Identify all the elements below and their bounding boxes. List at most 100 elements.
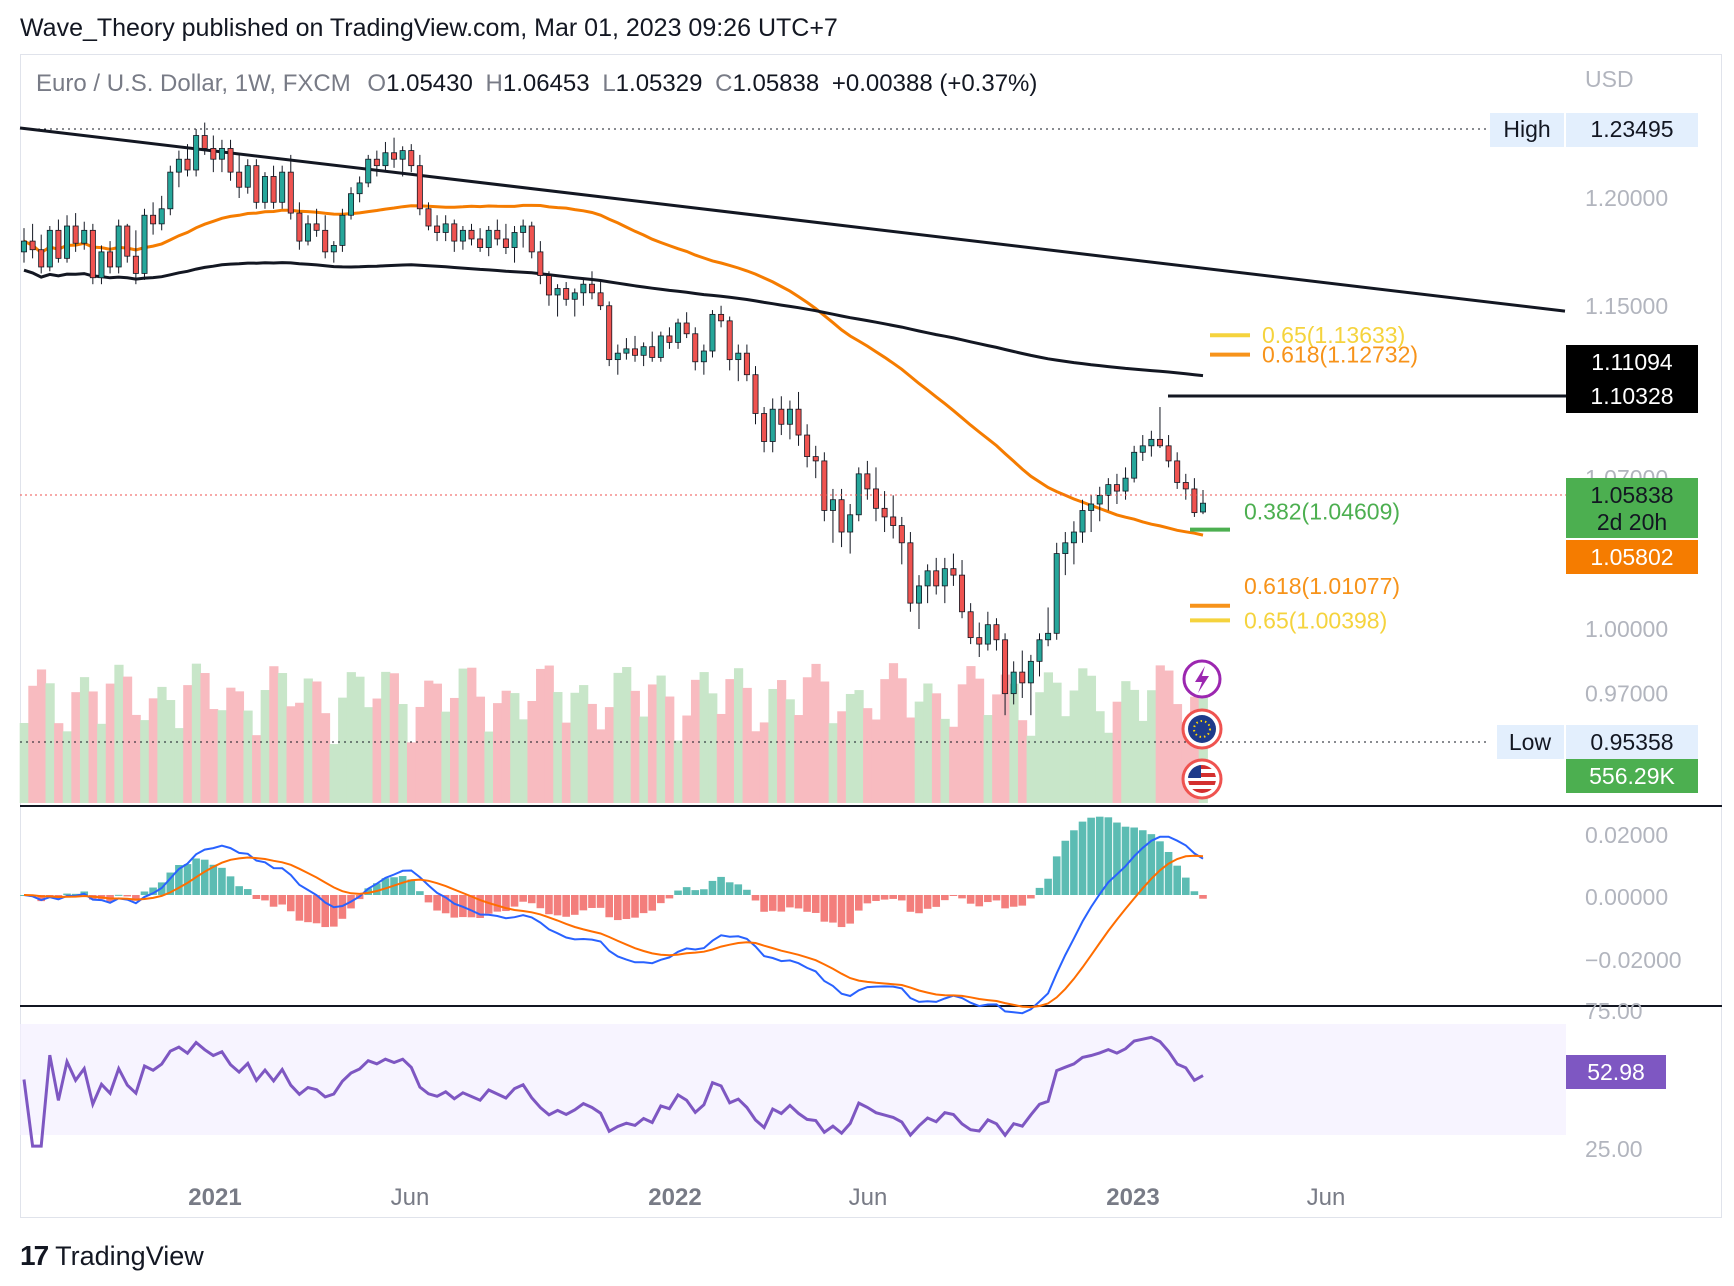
candle: [158, 195, 165, 231]
candle-body: [270, 176, 277, 203]
macd-hist-bar: [381, 878, 390, 895]
candle: [924, 564, 931, 604]
macd-hist-bar: [915, 895, 923, 914]
candle-body: [1113, 484, 1120, 492]
candle-body: [253, 165, 260, 203]
macd-hist-bar: [536, 895, 545, 909]
volume-bar: [880, 679, 890, 803]
high-tag-label-bg: [1490, 113, 1564, 147]
volume-bar: [923, 683, 933, 803]
candle-body: [201, 135, 208, 149]
candle: [786, 400, 793, 440]
macd-hist-bar: [648, 895, 657, 911]
candle-body: [210, 148, 217, 160]
volume-bar: [957, 684, 967, 803]
candle-body: [1148, 438, 1155, 447]
candle: [175, 150, 182, 188]
macd-hist-bar: [811, 895, 820, 913]
candle-body: [537, 251, 544, 276]
rsi-layer: [22, 1035, 1204, 1148]
macd-hist-bar: [1121, 826, 1130, 895]
candle: [89, 223, 96, 285]
fib-label-3: 0.618(1.01077): [1244, 573, 1400, 599]
macd-hist-bar: [674, 890, 682, 895]
volume-bar: [544, 665, 554, 803]
volume-bar: [217, 710, 227, 803]
close-label: C: [715, 70, 733, 97]
trendline: [19, 126, 1566, 313]
candle-body: [718, 313, 725, 322]
candle: [442, 215, 449, 242]
tradingview-brand[interactable]: 17 TradingView: [20, 1240, 204, 1272]
candle-body: [1053, 553, 1060, 634]
volume-bar: [286, 706, 296, 803]
volume-bar: [269, 666, 279, 803]
macd-hist-bar: [691, 890, 700, 895]
volume-bar: [45, 683, 55, 803]
candle: [589, 271, 595, 300]
candle-body: [589, 283, 595, 294]
candle: [675, 318, 682, 349]
candle-body: [606, 305, 613, 361]
volume-bar: [432, 683, 442, 803]
volume-bar: [570, 692, 580, 803]
candle-body: [829, 499, 836, 511]
candle: [881, 491, 888, 533]
price-tick-4: 0.97000: [1585, 681, 1668, 707]
macd-hist-bar: [502, 895, 510, 912]
low-tag-value-bg: [1566, 725, 1698, 759]
macd-hist-bar: [1138, 830, 1147, 895]
candle-body: [115, 225, 122, 268]
candle-body: [459, 229, 466, 242]
candle: [864, 460, 871, 500]
macd-hist-bar: [321, 895, 330, 928]
volume-bar: [295, 702, 305, 803]
candle-body: [502, 238, 509, 248]
candle: [218, 139, 225, 173]
eu-flag-icon[interactable]: [1181, 708, 1223, 750]
candle-body: [864, 473, 871, 490]
fib-label-4: 0.65(1.00398): [1244, 607, 1387, 633]
volume-bar: [708, 693, 718, 803]
volume-bar: [97, 723, 107, 803]
candle: [640, 342, 647, 367]
volume-bar: [260, 690, 270, 803]
us-flag-icon[interactable]: [1181, 758, 1223, 800]
candle: [416, 154, 423, 216]
low-label: L: [602, 70, 616, 97]
candle-body: [769, 408, 776, 442]
high-tag-label: High: [1503, 116, 1550, 142]
volume-bar: [54, 723, 64, 803]
resistance-tag: 1.10328: [1590, 383, 1673, 409]
volume-bar: [234, 691, 245, 803]
candle-body: [976, 637, 983, 645]
volume-bar: [759, 722, 770, 803]
volume-bar: [622, 667, 632, 803]
candle: [941, 557, 948, 604]
candle-body: [167, 171, 174, 210]
macd-hist-bar: [510, 895, 519, 907]
volume-bar: [931, 693, 942, 803]
candle: [365, 154, 372, 188]
macd-hist-bar: [140, 891, 149, 895]
lightning-icon[interactable]: [1182, 659, 1222, 699]
macd-hist-bar: [734, 884, 743, 895]
candle-body: [494, 229, 501, 240]
volume-bar: [277, 673, 288, 803]
volume-bar: [888, 663, 899, 803]
candle: [632, 335, 638, 362]
candle-body: [29, 240, 36, 251]
candle: [511, 226, 518, 263]
volume-bar: [837, 711, 847, 803]
macd-hist-bar: [1164, 851, 1173, 895]
candle-body: [46, 229, 53, 268]
volume-bar: [1190, 696, 1200, 803]
candle: [399, 146, 406, 177]
candle-layer[interactable]: [21, 122, 1206, 716]
candle: [434, 215, 441, 242]
macd-hist-bar: [665, 895, 674, 899]
macd-hist-bar: [1156, 841, 1164, 895]
macd-hist-bar: [794, 895, 803, 909]
macd-hist-bar: [226, 876, 235, 895]
